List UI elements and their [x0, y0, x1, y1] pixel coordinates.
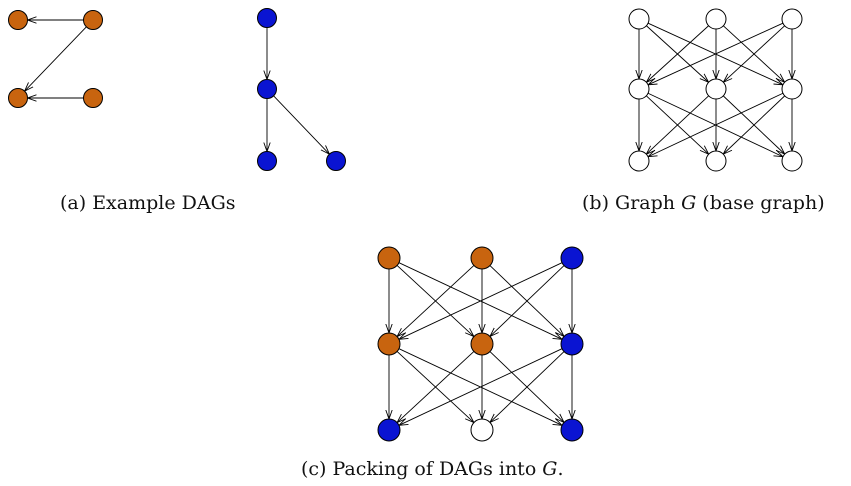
base-node-r1c0	[628, 78, 650, 100]
pack-edge-r1c2-c1	[490, 351, 565, 423]
edge-b2-b4	[273, 95, 330, 154]
base-node-r0c0	[628, 8, 650, 30]
base-node-r0c1	[705, 8, 727, 30]
pack-node-r0c1	[470, 246, 494, 270]
example-dag-blue	[257, 8, 346, 171]
base-node-r2c2	[781, 150, 803, 172]
pack-node-r0c2	[560, 246, 584, 270]
caption-b: (b) Graph G (base graph)	[582, 192, 825, 214]
base-node-r1c1	[705, 78, 727, 100]
node-b2	[257, 79, 277, 99]
caption-c: (c) Packing of DAGs into G.	[301, 458, 564, 480]
packing-graph	[377, 246, 584, 442]
caption-c-prefix: (c) Packing of DAGs into	[301, 458, 543, 480]
pack-node-r1c2	[560, 332, 584, 356]
pack-node-r2c1	[470, 418, 494, 442]
node-b3	[257, 151, 277, 171]
base-edge-r0c2-c1	[723, 25, 785, 82]
base-node-r2c0	[628, 150, 650, 172]
node-b4	[326, 151, 346, 171]
base-edge-r0c1-c0	[646, 25, 709, 83]
pack-edge-r0c2-c1	[490, 265, 565, 337]
edge-o2-o3	[25, 26, 87, 91]
caption-b-prefix: (b) Graph	[582, 192, 682, 214]
node-o1	[8, 10, 28, 30]
caption-c-suffix: .	[557, 458, 564, 480]
base-edge-r0c2-c0	[648, 22, 784, 85]
pack-edge-r1c2-c0	[399, 348, 563, 426]
caption-b-suffix: (base graph)	[696, 192, 825, 214]
base-node-r0c2	[781, 8, 803, 30]
pack-node-r1c1	[470, 332, 494, 356]
caption-b-var: G	[681, 192, 697, 214]
base-graph	[628, 8, 803, 172]
pack-node-r0c0	[377, 246, 401, 270]
node-o4	[83, 88, 103, 108]
pack-node-r2c2	[560, 418, 584, 442]
base-edge-r1c1-c0	[646, 95, 710, 154]
base-edge-r1c2-c0	[648, 92, 784, 156]
pack-node-r2c0	[377, 418, 401, 442]
pack-edge-r0c2-c0	[399, 262, 563, 340]
pack-edge-r1c1-c0	[397, 351, 475, 422]
caption-a: (a) Example DAGs	[60, 192, 236, 214]
node-b1	[257, 8, 277, 28]
node-o3	[8, 88, 28, 108]
pack-edge-r0c1-c0	[397, 265, 475, 336]
example-dag-orange	[8, 10, 103, 108]
base-node-r1c2	[781, 78, 803, 100]
base-node-r2c1	[705, 150, 727, 172]
caption-a-text: (a) Example DAGs	[60, 192, 236, 214]
base-edge-r1c2-c1	[723, 95, 786, 154]
pack-node-r1c0	[377, 332, 401, 356]
caption-c-var: G	[542, 458, 558, 480]
node-o2	[83, 10, 103, 30]
